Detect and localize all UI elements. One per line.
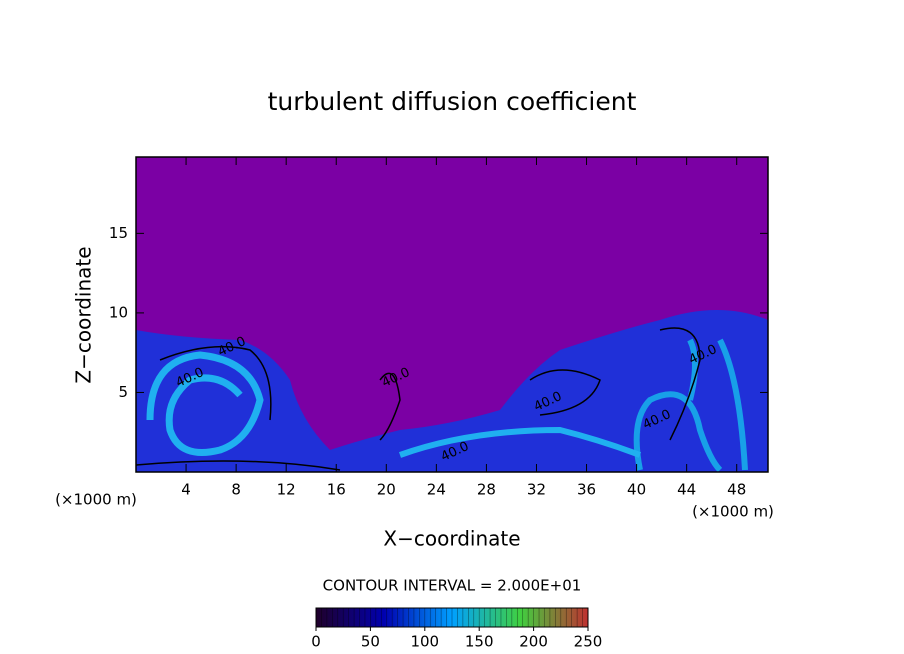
x-tick-label: 16 (327, 481, 346, 499)
x-axis-label: X−coordinate (383, 527, 520, 551)
x-tick-label: 24 (427, 481, 446, 499)
x-unit-label: (×1000 m) (55, 491, 137, 509)
x-tick-label: 36 (577, 481, 596, 499)
field-region (398, 426, 642, 458)
x-unit-label: (×1000 m) (692, 503, 774, 521)
x-tick-label: 20 (377, 481, 396, 499)
colorbar-tick-label: 150 (465, 633, 494, 651)
field-region (146, 351, 264, 456)
field-region (136, 310, 768, 472)
x-tick-label: 8 (231, 481, 241, 499)
colorbar-tick-label: 100 (410, 633, 439, 651)
chart-title: turbulent diffusion coefficient (268, 87, 637, 116)
contour-interval: CONTOUR INTERVAL = 2.000E+01 (323, 577, 582, 595)
field: 40.040.040.040.040.040.040.0 (136, 157, 768, 472)
x-tick-label: 32 (527, 481, 546, 499)
y-tick-label: 5 (118, 383, 128, 401)
x-tick-label: 44 (677, 481, 696, 499)
y-axis-label: Z−coordinate (72, 246, 96, 383)
x-tick-label: 40 (627, 481, 646, 499)
contour-line (136, 327, 701, 471)
field-region (633, 338, 748, 472)
colorbar-tick-label: 200 (519, 633, 548, 651)
y-tick-label: 10 (109, 303, 128, 321)
colorbar-tick-label: 50 (361, 633, 380, 651)
x-tick-label: 28 (477, 481, 496, 499)
y-tick-label: 15 (109, 224, 128, 242)
x-tick-label: 12 (277, 481, 296, 499)
colorbar-tick-label: 0 (311, 633, 321, 651)
x-tick-label: 48 (727, 481, 746, 499)
x-tick-label: 4 (181, 481, 191, 499)
colorbar-tick-label: 250 (574, 633, 603, 651)
plot-frame (135, 156, 769, 473)
